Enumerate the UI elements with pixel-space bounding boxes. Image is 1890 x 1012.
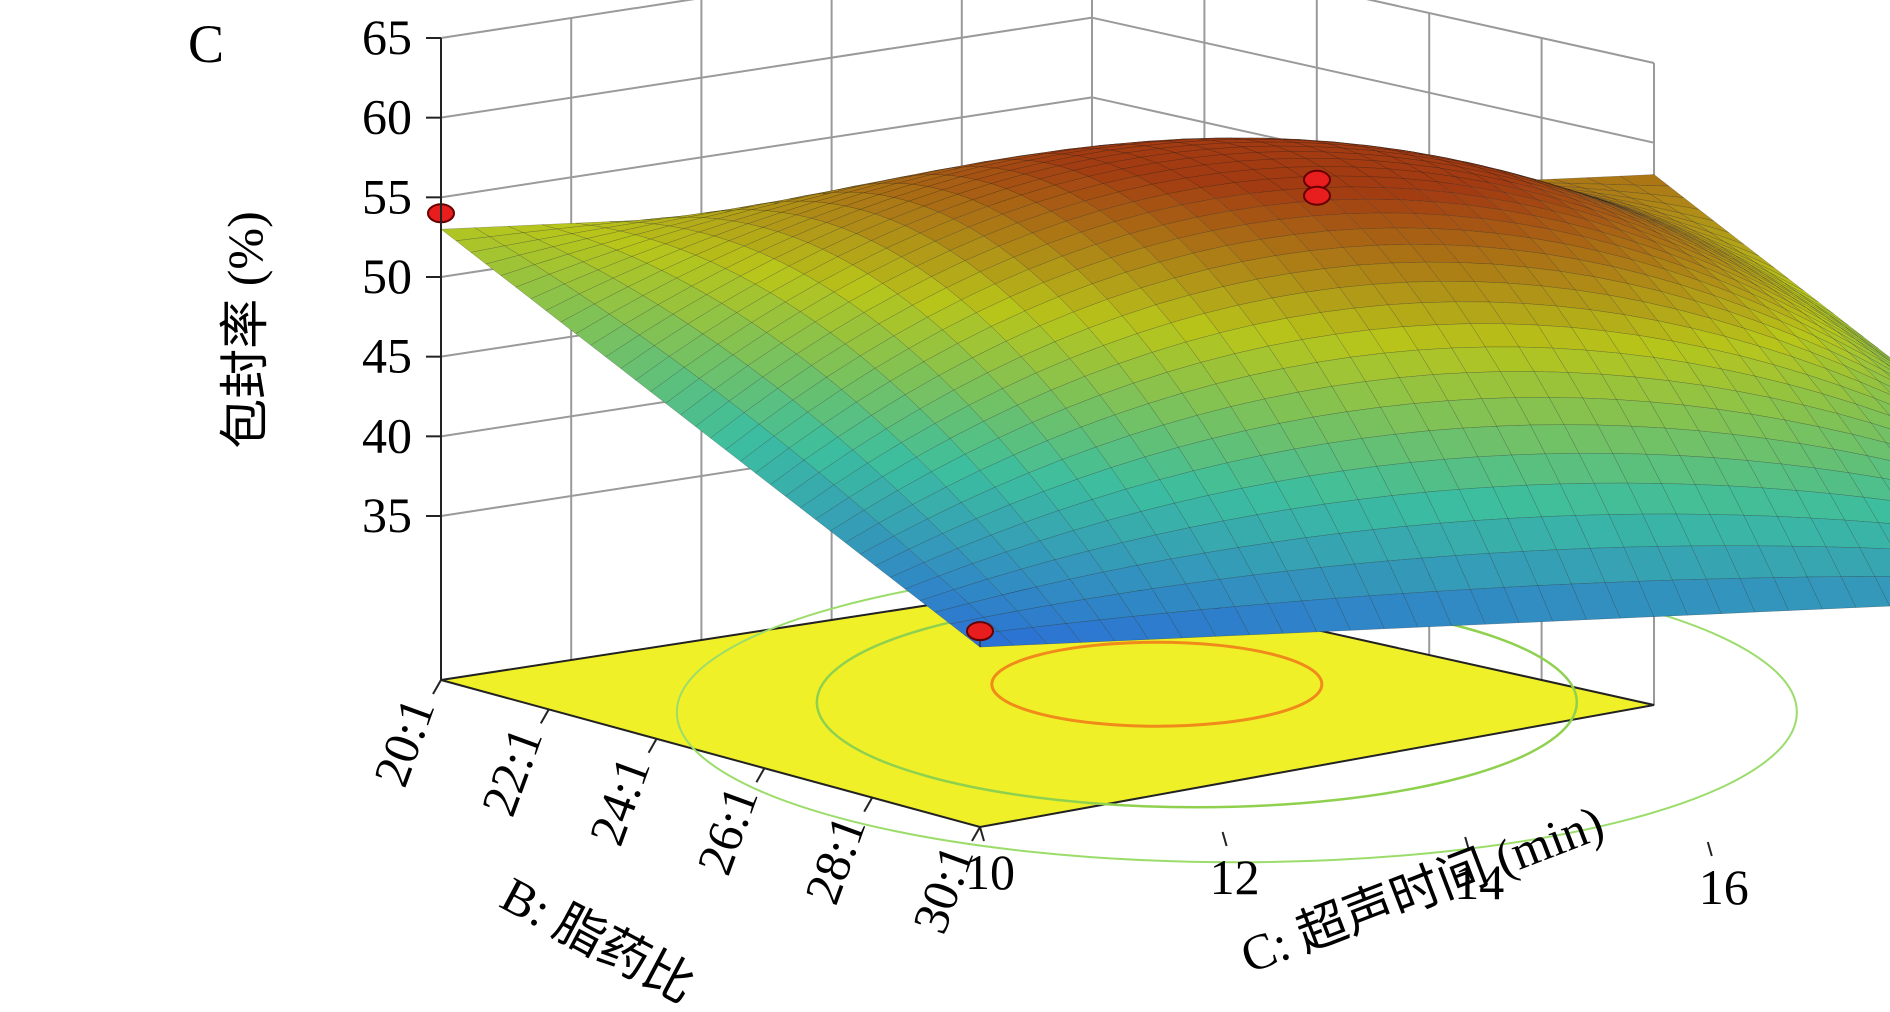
wall-gridline-right-6 <box>1366 0 1655 64</box>
z-axis-title: 包封率 (%) <box>217 211 273 448</box>
x-tick-2 <box>647 738 658 754</box>
surface-cell-34-27 <box>1859 547 1890 577</box>
surface-cell-22-33 <box>1882 369 1890 377</box>
wall-gridline-4 <box>440 96 1093 199</box>
z-tick-label-3: 50 <box>362 248 412 304</box>
surface-cell-32-28 <box>1863 496 1890 524</box>
x-tick-label-3: 26:1 <box>686 779 769 882</box>
wall-gridline-right-5 <box>1091 16 1655 144</box>
surface-cell-22-32 <box>1848 352 1890 380</box>
wall-gridline-6 <box>440 0 695 39</box>
y-axis-title: C: 超声时间 (min) <box>1233 794 1611 984</box>
surface-cell-31-29 <box>1881 477 1890 491</box>
surface-cell-20-33 <box>1852 343 1890 370</box>
x-tick-4 <box>863 797 874 813</box>
y-tick-label-0: 10 <box>965 844 1015 900</box>
x-tick-5 <box>971 826 981 842</box>
surface-cell-19-34 <box>1870 351 1890 367</box>
panel-label: C <box>188 14 224 74</box>
surface-cell-17-35 <box>1874 349 1890 362</box>
surface-cell-29-30 <box>1885 442 1890 449</box>
surface-cell-25-31 <box>1859 381 1890 405</box>
y-tick-2 <box>1464 836 1471 852</box>
surface-cell-28-30 <box>1870 422 1890 444</box>
surface-cell-16-35 <box>1859 337 1890 360</box>
surface-cell-23-32 <box>1863 366 1890 387</box>
surface-cell-31-28 <box>1848 472 1890 501</box>
z-tick-label-6: 65 <box>362 9 412 65</box>
x-tick-3 <box>755 767 766 783</box>
response-surface <box>440 137 1890 648</box>
surface-cell-20-34 <box>1885 363 1890 367</box>
surface-cell-27-30 <box>1855 403 1890 430</box>
z-tick-label-0: 35 <box>362 487 412 543</box>
x-tick-label-4: 28:1 <box>794 808 877 911</box>
wall-gridline-5 <box>440 16 1093 119</box>
y-tick-3 <box>1706 841 1713 857</box>
surface-cell-26-31 <box>1874 398 1890 416</box>
surface-cell-24-32 <box>1878 380 1890 393</box>
contour-inner <box>990 640 1324 728</box>
x-axis-title: B: 脂药比 <box>492 866 703 1012</box>
x-tick-label-2: 24:1 <box>578 749 661 852</box>
surface-cell-24-31 <box>1844 365 1890 395</box>
z-tick-label-1: 40 <box>362 407 412 463</box>
z-tick-label-4: 55 <box>362 168 412 224</box>
surface-cell-15-35 <box>1844 326 1890 359</box>
design-point-1 <box>966 621 994 642</box>
x-tick-label-0: 20:1 <box>362 691 445 794</box>
y-tick-0 <box>979 826 985 842</box>
y-tick-label-1: 12 <box>1210 849 1260 905</box>
design-point-4 <box>1303 185 1331 206</box>
z-tick-label-2: 45 <box>362 328 412 384</box>
surface-cell-29-29 <box>1851 433 1890 461</box>
surface-cell-18-34 <box>1855 339 1890 364</box>
z-tick-label-5: 60 <box>362 89 412 145</box>
x-tick-1 <box>539 708 550 724</box>
y-tick-label-2: 14 <box>1454 854 1504 910</box>
surface-cell-33-28 <box>1878 522 1890 544</box>
y-tick-label-3: 16 <box>1699 859 1749 915</box>
y-tick-1 <box>1221 831 1228 847</box>
surface-cell-35-27 <box>1874 576 1890 607</box>
surface-cell-33-27 <box>1844 519 1890 550</box>
x-tick-label-1: 22:1 <box>470 720 553 823</box>
x-tick-0 <box>432 679 442 695</box>
